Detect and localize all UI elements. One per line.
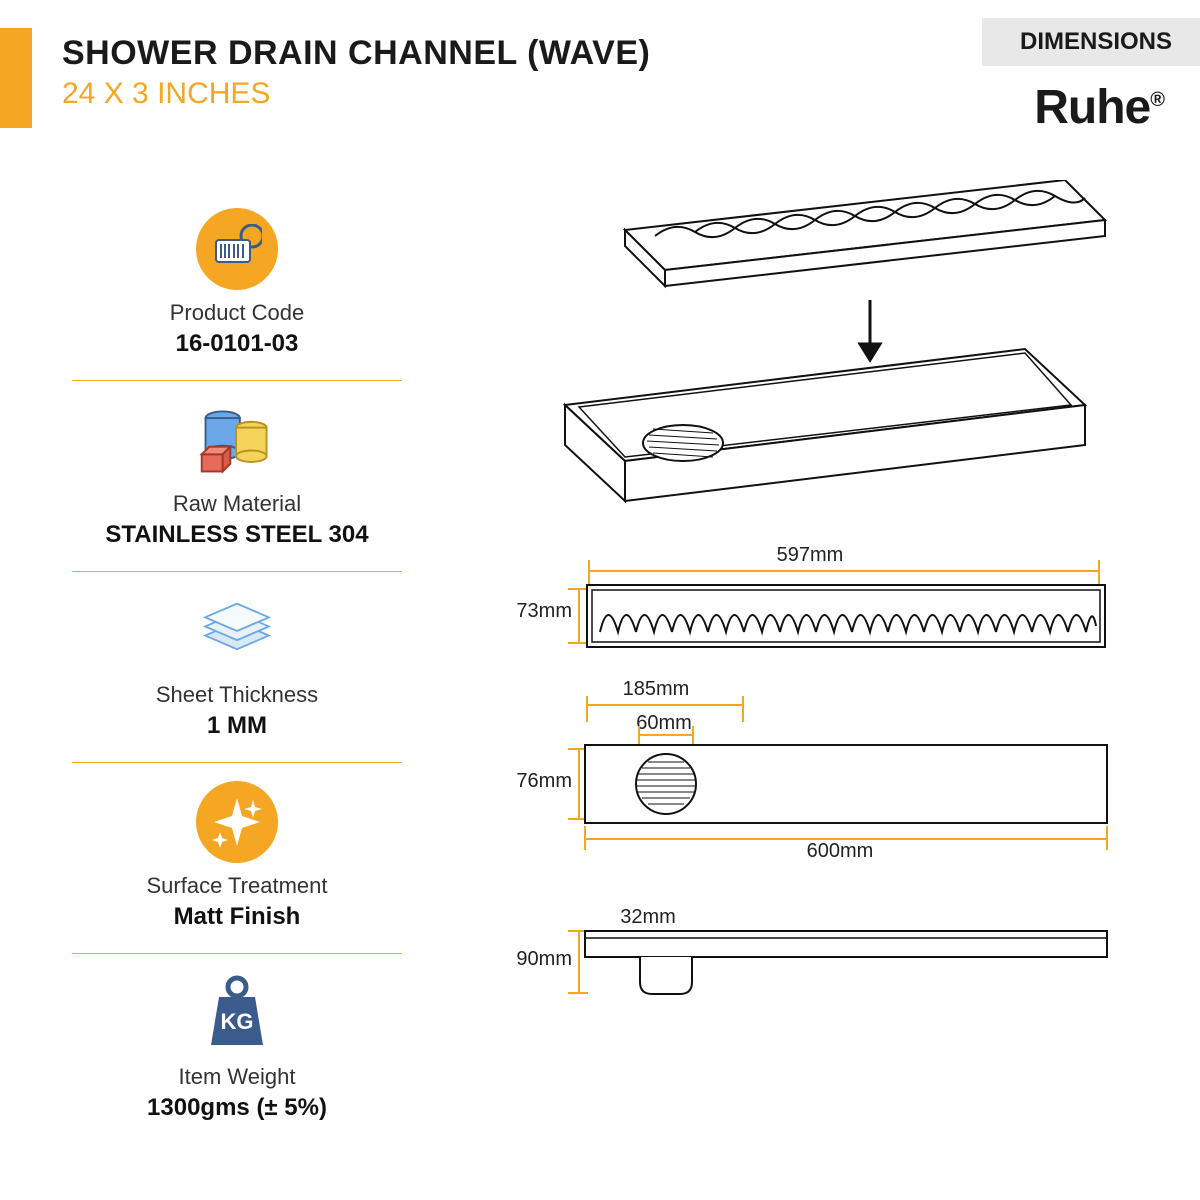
spec-label: Sheet Thickness bbox=[72, 682, 402, 708]
barcode-icon bbox=[196, 208, 278, 290]
spec-value: 1300gms (± 5%) bbox=[72, 1094, 402, 1122]
spec-value: STAINLESS STEEL 304 bbox=[72, 521, 402, 549]
exploded-view bbox=[470, 180, 1150, 510]
sheets-icon bbox=[196, 590, 278, 672]
page-subtitle: 24 X 3 INCHES bbox=[62, 77, 1180, 111]
brand-logo: Ruhe® bbox=[1034, 80, 1164, 135]
spec-product-code: Product Code 16-0101-03 bbox=[72, 190, 402, 381]
specs-list: Product Code 16-0101-03 Raw Material STA… bbox=[72, 190, 402, 1144]
spec-item-weight: KG Item Weight 1300gms (± 5%) bbox=[72, 954, 402, 1144]
dim-depth: 32mm bbox=[608, 906, 688, 929]
dim-grate-length: 597mm bbox=[750, 544, 870, 567]
dim-hole-offset: 185mm bbox=[606, 678, 706, 701]
spec-label: Item Weight bbox=[72, 1064, 402, 1090]
weight-icon: KG bbox=[196, 972, 278, 1054]
spec-label: Raw Material bbox=[72, 491, 402, 517]
spec-sheet-thickness: Sheet Thickness 1 MM bbox=[72, 572, 402, 763]
spec-raw-material: Raw Material STAINLESS STEEL 304 bbox=[72, 381, 402, 572]
accent-bar bbox=[0, 28, 32, 128]
dim-tray-length: 600mm bbox=[790, 840, 890, 863]
diagram-area: 597mm 73mm bbox=[470, 180, 1150, 1160]
spec-label: Product Code bbox=[72, 300, 402, 326]
spec-value: 1 MM bbox=[72, 712, 402, 740]
dim-tray-height: 76mm bbox=[472, 770, 572, 793]
spec-surface-treatment: Surface Treatment Matt Finish bbox=[72, 763, 402, 954]
dim-grate-height: 73mm bbox=[472, 600, 572, 623]
dim-side-height: 90mm bbox=[472, 948, 572, 971]
dimensions-badge: DIMENSIONS bbox=[982, 18, 1200, 66]
spec-label: Surface Treatment bbox=[72, 873, 402, 899]
sparkle-icon bbox=[196, 781, 278, 863]
spec-value: 16-0101-03 bbox=[72, 330, 402, 358]
svg-text:KG: KG bbox=[221, 1009, 254, 1034]
spec-value: Matt Finish bbox=[72, 903, 402, 931]
barrels-icon bbox=[196, 399, 278, 481]
